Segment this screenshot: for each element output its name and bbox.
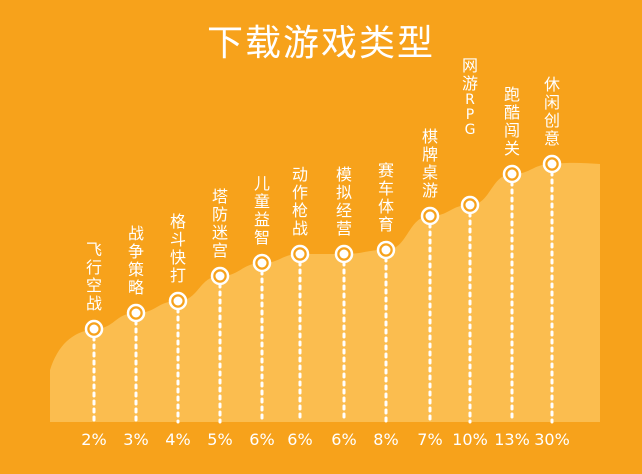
category-label: 休闲创意 [543,75,560,148]
data-point-dot [257,258,267,268]
category-label: 战争策略 [127,224,144,297]
value-label: 7% [417,430,443,449]
data-point-dot [215,271,225,281]
value-label: 10% [452,430,488,449]
data-point-dot [131,308,141,318]
value-label: 8% [373,430,399,449]
category-label: 格斗快打 [169,212,186,285]
data-point-dot [339,249,349,259]
data-point-dot [89,324,99,334]
category-label: 模拟经营 [335,165,352,238]
category-label: 塔防迷宫 [211,187,228,260]
data-point-dot [547,159,557,169]
data-point-dot [507,169,517,179]
chart-title: 下载游戏类型 [206,23,435,64]
value-label: 3% [123,430,149,449]
category-label: 动作枪战 [291,165,308,238]
value-label: 6% [287,430,313,449]
value-label: 2% [81,430,107,449]
value-label: 30% [534,430,570,449]
category-label: 儿童益智 [253,174,270,247]
category-label: 飞行空战 [85,240,102,313]
value-label: 4% [165,430,191,449]
data-point-dot [295,249,305,259]
data-point-dot [173,296,183,306]
data-point-dot [381,245,391,255]
category-label: 赛车体育 [377,161,394,234]
value-label: 6% [249,430,275,449]
category-label: 棋牌桌游 [421,127,438,200]
data-point-dot [425,211,435,221]
area-fill [50,162,600,422]
category-label: 跑酷闯关 [503,85,520,158]
value-label: 13% [494,430,530,449]
value-label: 6% [331,430,357,449]
value-label: 5% [207,430,233,449]
data-point-dot [465,200,475,210]
